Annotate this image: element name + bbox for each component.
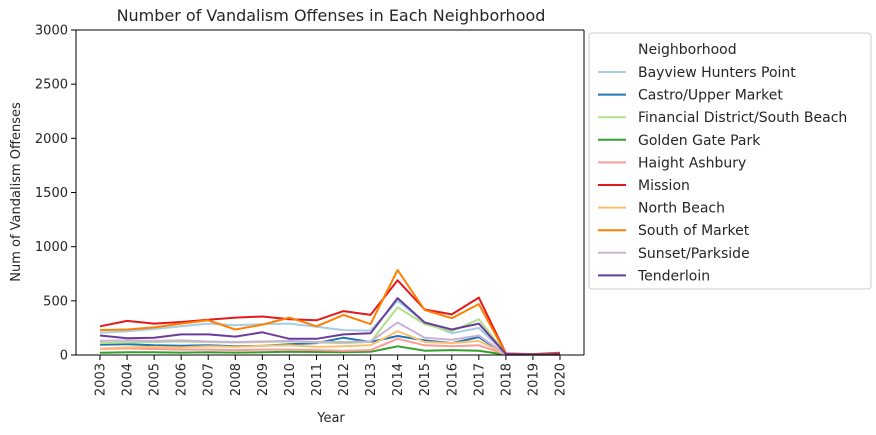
series-line-bayview-hunters-point xyxy=(99,299,561,356)
plot-area: 0 500 1000 1500 2000 2500 3000 2003 2004 2005 2006… xyxy=(35,24,585,396)
series-line-north-beach xyxy=(99,330,561,356)
legend-entry-label: Tenderloin xyxy=(637,268,710,284)
x-tick-label: 2013 xyxy=(364,363,379,396)
legend-entry-label: Golden Gate Park xyxy=(638,133,761,149)
x-tick-label: 2008 xyxy=(229,363,244,396)
series-line-mission xyxy=(99,279,561,356)
x-tick-label: 2016 xyxy=(445,363,460,396)
legend-entry-label: Sunset/Parkside xyxy=(638,246,750,262)
legend-entry-label: Financial District/South Beach xyxy=(638,110,847,126)
legend-entry-label: Haight Ashbury xyxy=(638,155,746,171)
y-tick-label: 2000 xyxy=(35,132,68,147)
legend-entry-label: Bayview Hunters Point xyxy=(638,65,796,81)
x-tick-label: 2004 xyxy=(121,363,136,396)
x-tick-label: 2011 xyxy=(310,363,325,396)
x-tick-label: 2018 xyxy=(499,363,514,396)
series-line-castro-upper-market xyxy=(99,335,561,356)
x-tick-label: 2019 xyxy=(526,363,541,396)
legend-entry-label: North Beach xyxy=(638,201,725,217)
series-line-south-of-market xyxy=(99,269,561,356)
y-tick-label: 1500 xyxy=(35,186,68,201)
series-line-tenderloin xyxy=(99,297,561,356)
x-tick-label: 2005 xyxy=(148,363,163,396)
legend-title: Neighborhood xyxy=(638,42,737,58)
chart-title: Number of Vandalism Offenses in Each Nei… xyxy=(117,6,546,25)
x-tick-label: 2003 xyxy=(94,363,109,396)
x-tick-label: 2015 xyxy=(418,363,433,396)
y-tick-label: 3000 xyxy=(35,24,68,39)
legend-entry-label: Mission xyxy=(638,178,690,194)
y-tick-label: 0 xyxy=(60,349,68,364)
x-tick-label: 2010 xyxy=(283,363,298,396)
series-line-haight-ashbury xyxy=(99,337,561,356)
series-line-sunset-parkside xyxy=(99,321,561,356)
legend-frame xyxy=(588,32,872,290)
x-tick-label: 2014 xyxy=(391,363,406,396)
x-axis-label: Year xyxy=(316,411,345,426)
y-tick-label: 1000 xyxy=(35,240,68,255)
x-tick-label: 2006 xyxy=(175,363,190,396)
series-line-golden-gate-park xyxy=(99,345,561,356)
x-tick-label: 2012 xyxy=(337,363,352,396)
y-axis-label: Num of Vandalism Offenses xyxy=(9,102,24,282)
legend-entry-label: South of Market xyxy=(638,223,750,239)
x-tick-label: 2007 xyxy=(202,363,217,396)
x-tick-label: 2020 xyxy=(554,363,569,396)
legend-entry-label: Castro/Upper Market xyxy=(638,88,783,104)
y-tick-label: 500 xyxy=(43,294,68,309)
legend: Neighborhood Bayview Hunters Point Castro… xyxy=(588,32,872,290)
x-tick-label: 2017 xyxy=(472,363,487,396)
x-tick-label: 2009 xyxy=(256,363,271,396)
y-tick-label: 2500 xyxy=(35,78,68,93)
